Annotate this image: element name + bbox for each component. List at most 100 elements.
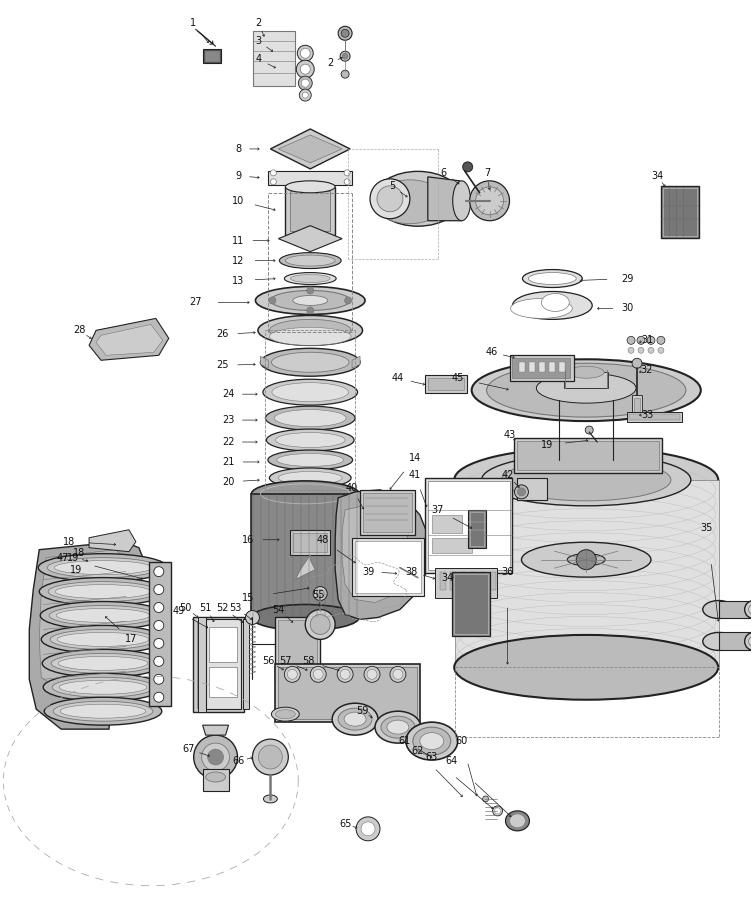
Ellipse shape	[284, 273, 336, 284]
Text: 34: 34	[650, 171, 663, 181]
Bar	[202, 50, 220, 63]
Ellipse shape	[472, 359, 701, 421]
Circle shape	[253, 739, 288, 775]
Circle shape	[307, 307, 314, 314]
Ellipse shape	[703, 633, 735, 651]
Circle shape	[302, 92, 308, 98]
Text: 66: 66	[232, 756, 244, 766]
Bar	[470, 512, 484, 545]
Ellipse shape	[513, 292, 592, 320]
Text: 45: 45	[451, 374, 464, 383]
Circle shape	[299, 89, 311, 101]
Ellipse shape	[266, 429, 354, 451]
Bar	[197, 622, 241, 708]
Ellipse shape	[274, 410, 346, 427]
Text: 8: 8	[235, 144, 241, 154]
Polygon shape	[271, 129, 350, 169]
Polygon shape	[202, 725, 229, 735]
Circle shape	[361, 822, 375, 836]
Circle shape	[637, 337, 645, 345]
Ellipse shape	[41, 601, 165, 629]
Ellipse shape	[375, 711, 421, 743]
Ellipse shape	[51, 653, 155, 673]
Ellipse shape	[406, 722, 458, 760]
Text: 43: 43	[503, 430, 516, 440]
Circle shape	[154, 567, 164, 577]
Ellipse shape	[271, 352, 349, 373]
Bar	[468, 509, 486, 548]
Text: 24: 24	[223, 389, 235, 400]
Text: 62: 62	[411, 746, 424, 756]
Text: 23: 23	[223, 415, 235, 425]
Circle shape	[344, 179, 350, 184]
Ellipse shape	[269, 320, 351, 341]
Circle shape	[300, 64, 311, 74]
Text: 1: 1	[190, 18, 196, 28]
Text: 32: 32	[641, 365, 653, 375]
Ellipse shape	[251, 481, 359, 507]
Circle shape	[462, 162, 473, 172]
Circle shape	[300, 49, 311, 58]
Bar	[452, 572, 490, 636]
Ellipse shape	[744, 633, 752, 651]
Circle shape	[495, 808, 501, 814]
Ellipse shape	[278, 472, 342, 484]
Circle shape	[514, 485, 529, 499]
Text: 9: 9	[235, 171, 241, 181]
Text: 55: 55	[312, 590, 324, 599]
Ellipse shape	[420, 733, 444, 750]
Circle shape	[287, 670, 297, 680]
Bar	[425, 375, 467, 393]
Ellipse shape	[57, 633, 149, 646]
Bar	[719, 633, 752, 651]
Circle shape	[259, 745, 282, 769]
Ellipse shape	[285, 255, 335, 266]
Bar	[363, 493, 412, 532]
Polygon shape	[278, 226, 342, 252]
Text: 30: 30	[621, 303, 633, 313]
Ellipse shape	[263, 379, 357, 405]
Bar	[355, 541, 421, 592]
Circle shape	[299, 76, 312, 90]
Circle shape	[302, 79, 309, 87]
Text: 60: 60	[456, 736, 468, 746]
Bar	[199, 667, 238, 702]
Circle shape	[194, 735, 238, 779]
Bar	[634, 398, 640, 412]
Ellipse shape	[487, 364, 686, 417]
Ellipse shape	[521, 542, 651, 577]
Bar	[450, 572, 456, 590]
Ellipse shape	[749, 636, 752, 646]
Bar	[480, 572, 486, 590]
Ellipse shape	[55, 585, 151, 598]
Bar	[205, 51, 219, 61]
Ellipse shape	[265, 406, 355, 430]
Polygon shape	[278, 135, 342, 163]
Text: 22: 22	[223, 437, 235, 447]
Ellipse shape	[269, 468, 351, 488]
Ellipse shape	[374, 171, 462, 226]
Circle shape	[269, 297, 276, 304]
Ellipse shape	[268, 450, 353, 470]
Text: 31: 31	[641, 336, 653, 346]
Circle shape	[370, 179, 410, 219]
Circle shape	[356, 817, 380, 841]
Circle shape	[647, 337, 655, 345]
Bar	[432, 537, 472, 553]
Bar	[352, 537, 424, 596]
Bar	[425, 478, 513, 572]
Text: 36: 36	[502, 567, 514, 577]
Ellipse shape	[332, 703, 378, 735]
Ellipse shape	[293, 295, 328, 305]
Text: 51: 51	[199, 602, 212, 613]
Ellipse shape	[749, 605, 752, 615]
Ellipse shape	[59, 680, 147, 694]
Bar	[360, 490, 415, 535]
Text: 28: 28	[73, 326, 85, 336]
Polygon shape	[96, 324, 162, 356]
Ellipse shape	[481, 454, 691, 506]
Bar	[428, 481, 510, 570]
Ellipse shape	[559, 453, 614, 467]
Polygon shape	[335, 490, 430, 619]
Bar	[490, 572, 496, 590]
